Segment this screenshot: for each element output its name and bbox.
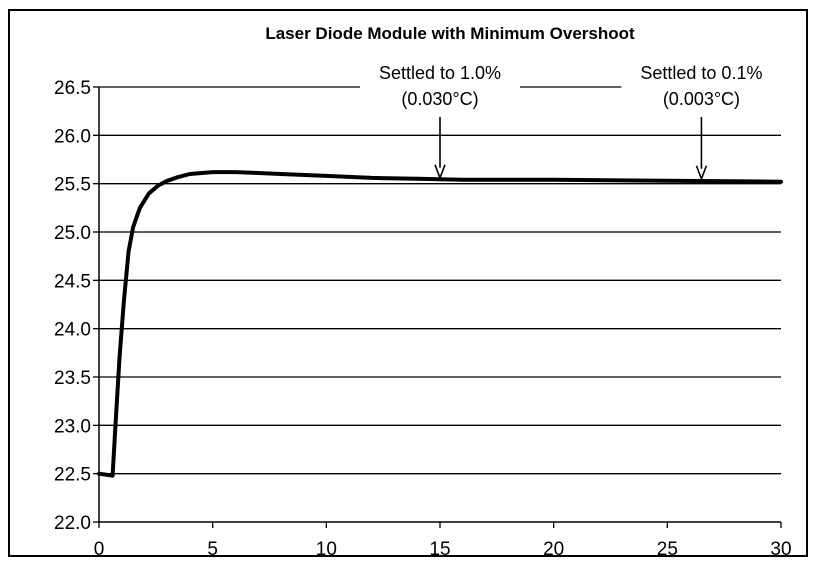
data-point-0-22	[665, 179, 669, 183]
data-point-0-16	[279, 172, 283, 176]
data-point-0-21	[552, 178, 556, 182]
data-point-0-18	[370, 176, 374, 180]
y-tick-label-3: 23.5	[54, 368, 91, 389]
data-point-0-2	[113, 433, 117, 437]
annotation-0-background	[360, 53, 520, 113]
annotation-1-arrow-head	[695, 165, 708, 181]
data-point-0-17	[324, 174, 328, 178]
tick-labels: 22.0 22.5 23.0 23.5 24.0 24.5 25.0 25.5 26.0 26.5…	[54, 78, 792, 560]
data-point-0-23	[779, 180, 783, 184]
title-background	[195, 17, 705, 47]
annotation-0-line2: (0.030°C)	[401, 89, 478, 109]
data-point-0-15	[256, 171, 260, 175]
data-point-0-8	[147, 191, 151, 195]
y-tick-label-2: 23.0	[54, 416, 91, 437]
data-point-0-0	[97, 472, 101, 476]
data-point-0-6	[131, 225, 135, 229]
data-point-0-14	[233, 170, 237, 174]
x-tick-label-1: 5	[207, 539, 218, 560]
data-point-0-9	[156, 184, 160, 188]
data-point-0-4	[122, 298, 126, 302]
y-tick-label-8: 26.0	[54, 126, 91, 147]
data-point-0-3	[117, 356, 122, 360]
y-tick-label-0: 22.0	[54, 513, 91, 534]
data-point-0-19	[415, 177, 419, 181]
annotation-1-line1: Settled to 0.1%	[640, 63, 762, 83]
annotation-0-line1: Settled to 1.0%	[379, 63, 501, 83]
y-tick-label-1: 22.5	[54, 465, 91, 486]
x-tick-label-3: 15	[429, 539, 450, 560]
x-tick-label-2: 10	[316, 539, 337, 560]
data-point-0-7	[138, 206, 142, 210]
x-tick-label-4: 20	[543, 539, 564, 560]
annotation-1-background	[621, 53, 782, 113]
y-tick-label-7: 25.5	[54, 175, 91, 196]
y-tick-label-9: 26.5	[54, 78, 91, 99]
y-tick-label-6: 25.0	[54, 223, 91, 244]
data-point-0-13	[211, 170, 215, 174]
x-tick-label-6: 30	[770, 539, 791, 560]
chart-title: Laser Diode Module with Minimum Overshoo…	[265, 24, 635, 43]
y-tick-label-5: 24.5	[54, 271, 91, 292]
data-point-0-5	[126, 249, 131, 253]
x-tick-label-5: 25	[657, 539, 678, 560]
title-group: Laser Diode Module with Minimum Overshoo…	[195, 17, 705, 47]
data-point-0-10	[165, 179, 169, 183]
data-point-0-12	[188, 172, 192, 176]
x-tick-label-0: 0	[94, 539, 105, 560]
annotations: Settled to 1.0% (0.030°C) Settled to 0.1% (…	[360, 53, 782, 181]
data-point-0-1	[111, 474, 115, 478]
data-point-0-11	[176, 175, 181, 179]
data-point-0-20	[461, 178, 465, 182]
series-layer	[97, 170, 783, 478]
series-line-0	[97, 170, 783, 478]
y-tick-label-4: 24.0	[54, 320, 91, 341]
annotation-1-line2: (0.003°C)	[663, 89, 740, 109]
